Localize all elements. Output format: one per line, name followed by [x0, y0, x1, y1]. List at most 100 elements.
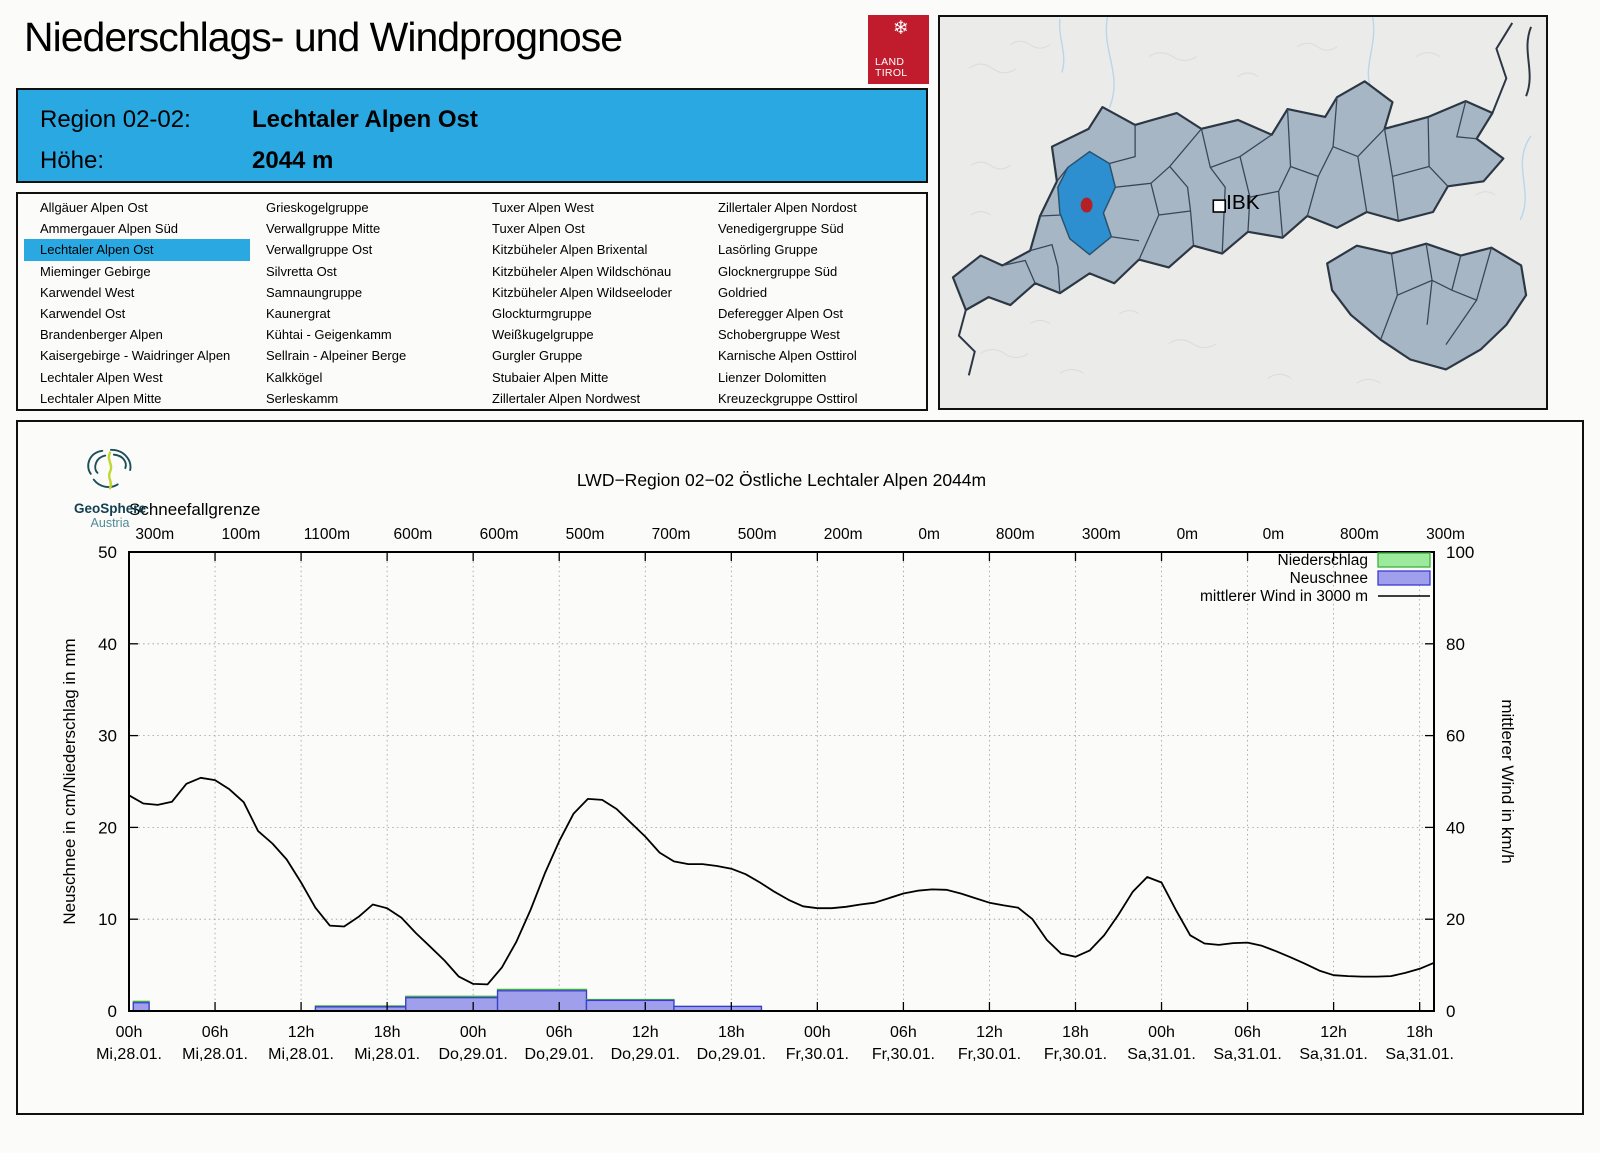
region-list-item[interactable]: Kaunergrat — [266, 305, 331, 321]
land-tirol-logo: ❄ LAND TIROL — [868, 15, 929, 84]
region-list-item[interactable]: Verwallgruppe Ost — [266, 242, 373, 258]
region-list-item[interactable]: Mieminger Gebirge — [40, 263, 151, 279]
x-date-label: Sa,31.01. — [1299, 1046, 1368, 1063]
tirol-map-svg[interactable]: IBK — [940, 17, 1546, 408]
region-list-item[interactable]: Karnische Alpen Osttirol — [718, 348, 857, 364]
ibk-label: IBK — [1226, 191, 1260, 214]
region-list-item[interactable]: Glockturmgruppe — [492, 305, 592, 321]
region-list-item[interactable]: Lechtaler Alpen West — [40, 369, 163, 385]
x-date-label: Sa,31.01. — [1385, 1046, 1454, 1063]
legend-swatch — [1377, 570, 1431, 586]
region-list-item[interactable]: Tuxer Alpen Ost — [492, 221, 585, 237]
region-list-item[interactable]: Kitzbüheler Alpen Wildseeloder — [492, 284, 672, 300]
land-tirol-label: LAND TIROL — [875, 56, 908, 79]
map-relief-texture — [968, 40, 1496, 384]
x-time-label: 18h — [1406, 1024, 1433, 1041]
region-list-item[interactable]: Karwendel Ost — [40, 305, 126, 321]
plot-border — [128, 551, 1435, 1012]
forecast-chart: LWD−Region 02−02 Östliche Lechtaler Alpe… — [16, 420, 1584, 1115]
region-list-item[interactable]: Goldried — [718, 284, 768, 300]
tirol-map[interactable]: IBK — [938, 15, 1548, 410]
region-list-item[interactable]: Zillertaler Alpen Nordost — [718, 200, 857, 215]
region-list-item[interactable]: Deferegger Alpen Ost — [718, 305, 844, 321]
region-list-item[interactable]: Kitzbüheler Alpen Wildschönau — [492, 263, 672, 279]
region-list-item[interactable]: Allgäuer Alpen Ost — [40, 200, 148, 215]
region-list-item[interactable]: Grieskogelgruppe — [266, 200, 369, 215]
region-list-item[interactable]: Sellrain - Alpeiner Berge — [266, 348, 407, 364]
map-region-borders — [1002, 97, 1477, 294]
region-list-item[interactable]: Ammergauer Alpen Süd — [40, 221, 179, 237]
snowline-label: 600m — [480, 526, 519, 543]
region-list-item[interactable]: Kitzbüheler Alpen Brixental — [492, 242, 648, 258]
x-date-label: Mi,28.01. — [182, 1046, 248, 1063]
snowline-label: 0m — [1177, 526, 1199, 543]
page-title: Niederschlags- und Windprognose — [24, 14, 623, 60]
region-list-item[interactable]: Silvretta Ost — [266, 263, 337, 279]
region-list-item[interactable]: Kreuzeckgruppe Osttirol — [718, 390, 858, 406]
region-list-item[interactable]: Gurgler Gruppe — [492, 348, 583, 364]
map-national-border — [957, 22, 1532, 376]
snowline-label: 0m — [1263, 526, 1285, 543]
x-time-label: 12h — [632, 1024, 659, 1041]
region-list-item[interactable]: Lasörling Gruppe — [718, 242, 818, 258]
wind-line — [128, 776, 1435, 986]
y-right-label: 60 — [1446, 727, 1465, 746]
geosphere-name: GeoSphere — [73, 501, 147, 516]
geosphere-icon — [87, 448, 132, 490]
y-left-label: 50 — [98, 543, 117, 562]
region-header: Region 02-02: Lechtaler Alpen Ost Höhe: … — [16, 88, 928, 183]
geosphere-country: Austria — [90, 516, 130, 530]
x-time-label: 00h — [116, 1024, 143, 1041]
region-list-item[interactable]: Kalkkögel — [266, 369, 323, 385]
region-list-item[interactable]: Verwallgruppe Mitte — [266, 221, 381, 237]
region-list-item[interactable]: Tuxer Alpen West — [492, 200, 594, 215]
snowflake-icon: ❄ — [892, 18, 909, 39]
region-list-item[interactable]: Venedigergruppe Süd — [718, 221, 844, 237]
region-list-item[interactable]: Brandenberger Alpen — [40, 327, 163, 343]
legend-label: Neuschnee — [1290, 570, 1368, 587]
x-time-label: 06h — [546, 1024, 573, 1041]
snowline-label: 1100m — [304, 526, 350, 543]
map-east-region-borders — [1379, 243, 1493, 346]
region-list-item[interactable]: Kühtai - Geigenkamm — [266, 327, 392, 343]
x-date-label: Mi,28.01. — [96, 1046, 162, 1063]
region-list-item[interactable]: Weißkugelgruppe — [492, 327, 594, 343]
map-rivers — [1058, 17, 1532, 221]
x-time-label: 06h — [890, 1024, 917, 1041]
x-date-label: Mi,28.01. — [354, 1046, 420, 1063]
neuschnee-bar — [496, 990, 588, 1012]
region-list-item[interactable]: Serleskamm — [266, 390, 339, 406]
altitude-value: 2044 m — [252, 146, 334, 174]
region-label: Region 02-02: — [40, 105, 191, 133]
region-value: Lechtaler Alpen Ost — [252, 105, 478, 133]
map-east-tirol[interactable] — [1326, 242, 1528, 371]
y-right-label: 100 — [1446, 543, 1474, 562]
y-right-label: 80 — [1446, 635, 1465, 654]
region-list-item[interactable]: Karwendel West — [40, 284, 135, 300]
x-date-label: Do,29.01. — [525, 1046, 594, 1063]
y-right-label: 40 — [1446, 818, 1465, 837]
x-date-label: Do,29.01. — [697, 1046, 766, 1063]
region-list-item[interactable]: Zillertaler Alpen Nordwest — [492, 390, 641, 406]
snowline-label: 500m — [566, 526, 605, 543]
y-left-label: 30 — [98, 727, 117, 746]
region-list: Allgäuer Alpen Ost Ammergauer Alpen Süd Le… — [16, 192, 928, 411]
region-list-item[interactable]: Schobergruppe West — [718, 327, 840, 343]
snowline-label: 700m — [652, 526, 691, 543]
snowline-label: 0m — [918, 526, 940, 543]
x-time-label: 12h — [288, 1024, 315, 1041]
region-list-item[interactable]: Lechtaler Alpen Ost — [24, 239, 250, 261]
x-time-label: 00h — [460, 1024, 487, 1041]
region-list-item[interactable]: Kaisergebirge - Waidringer Alpen — [40, 348, 231, 364]
x-date-label: Fr,30.01. — [872, 1046, 935, 1063]
x-date-label: Do,29.01. — [611, 1046, 680, 1063]
x-time-label: 00h — [804, 1024, 831, 1041]
region-list-item[interactable]: Lechtaler Alpen Mitte — [40, 390, 162, 406]
region-list-item[interactable]: Glocknergruppe Süd — [718, 263, 838, 279]
snowline-label: 300m — [1426, 526, 1465, 543]
region-list-item[interactable]: Lienzer Dolomitten — [718, 369, 827, 385]
region-list-item[interactable]: Samnaungruppe — [266, 284, 363, 300]
region-list-item[interactable]: Stubaier Alpen Mitte — [492, 369, 609, 385]
x-date-label: Fr,30.01. — [1044, 1046, 1107, 1063]
snowline-label: 100m — [221, 526, 260, 543]
